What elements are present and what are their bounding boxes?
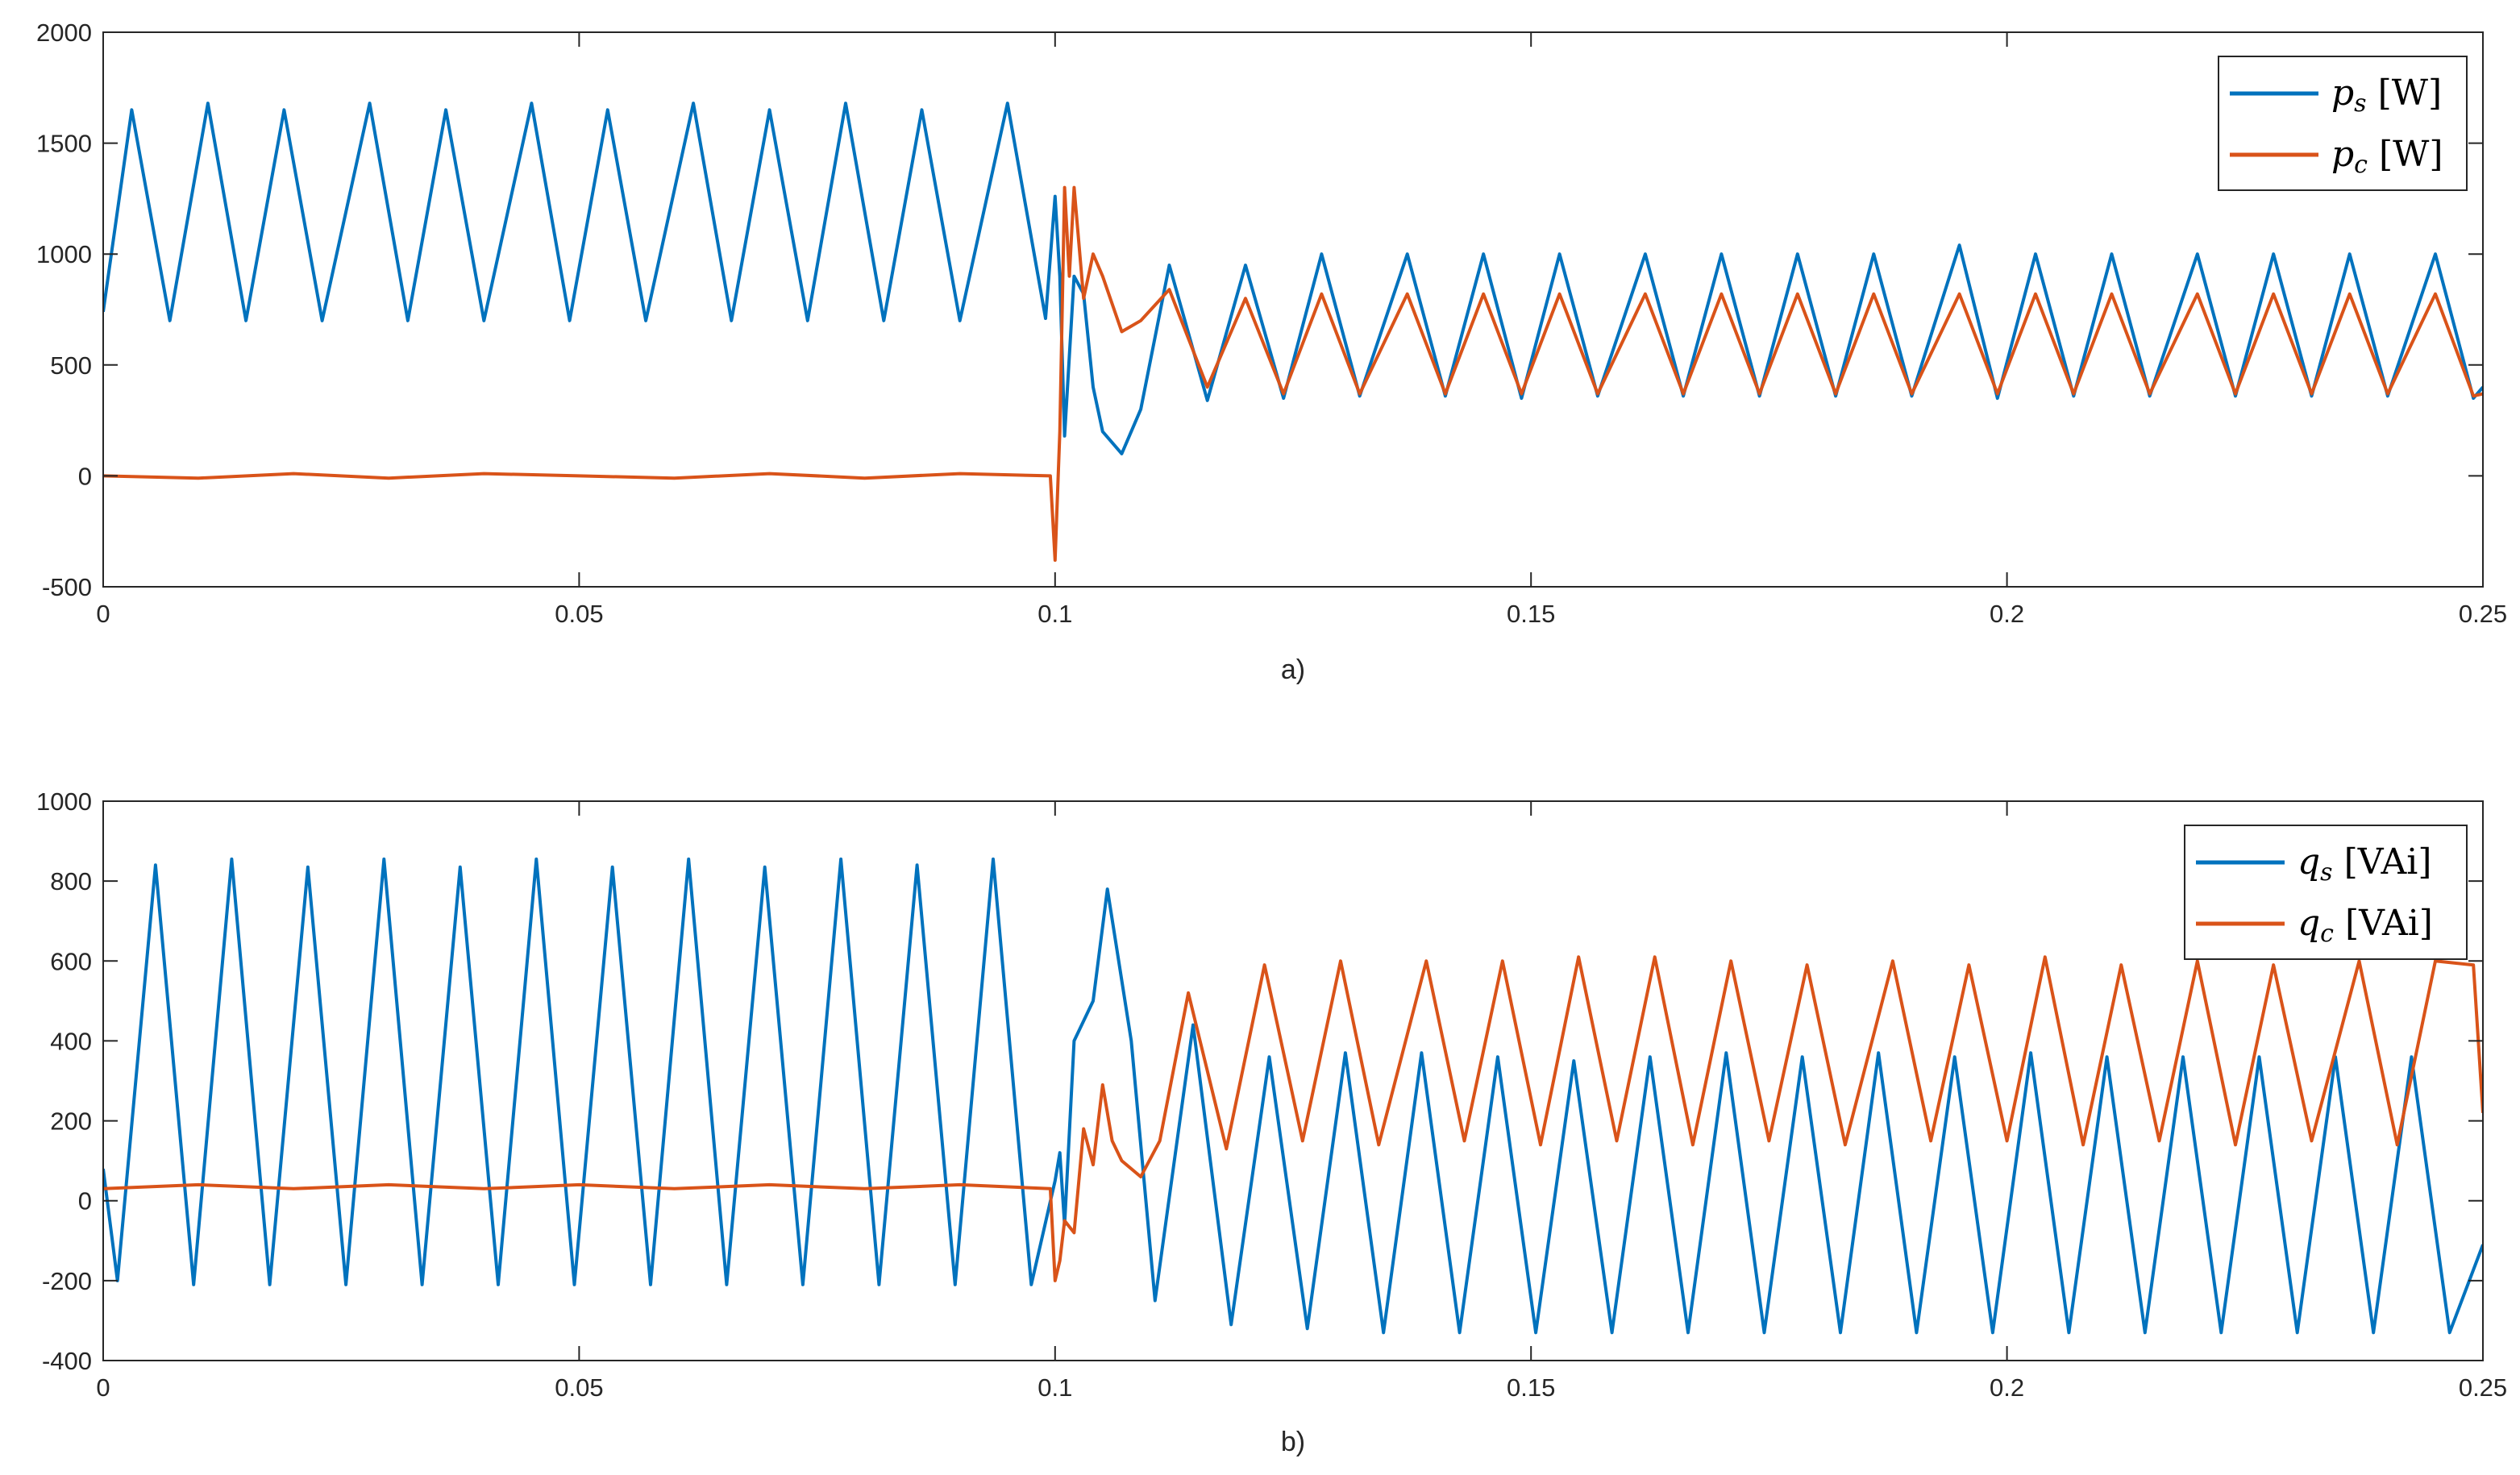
x-tick-label: 0.15 [1507, 1373, 1555, 1402]
y-tick-label: 500 [50, 351, 92, 380]
chart-caption: a) [1281, 654, 1305, 685]
x-tick-label: 0 [96, 1373, 110, 1402]
legend: ps [W] pc [W] [2218, 56, 2468, 191]
legend-box [2218, 56, 2468, 191]
legend: qs [VAi] qc [VAi] [2184, 825, 2468, 960]
x-tick-label: 0.05 [555, 600, 603, 628]
legend-label-s: ps [W] [2331, 73, 2442, 118]
y-tick-label: 1500 [36, 130, 92, 158]
chart-b: 0 0.05 0.1 0.15 0.2 0.25 -400 -200 0 200 400 600 800… [36, 787, 2507, 1457]
y-tick-label: -500 [42, 573, 92, 601]
series-line-s [103, 857, 2483, 1335]
x-tick-label: 0.2 [1990, 600, 2024, 628]
y-tick-label: 200 [50, 1107, 92, 1136]
legend-box [2184, 825, 2468, 960]
series-line-c [103, 185, 2483, 562]
y-tick-label: 0 [78, 462, 92, 490]
x-tick-label: 0 [96, 600, 110, 628]
x-tick-label: 0.25 [2459, 1373, 2507, 1402]
y-tick-label: -400 [42, 1347, 92, 1375]
chart-caption: b) [1281, 1427, 1305, 1457]
x-tick-label: 0.1 [1038, 1373, 1072, 1402]
x-tick-label: 0.1 [1038, 600, 1072, 628]
y-tick-label: -200 [42, 1267, 92, 1295]
legend-label-c: qc [VAi] [2298, 903, 2433, 948]
x-tick-label: 0.2 [1990, 1373, 2024, 1402]
y-tick-label: 1000 [36, 240, 92, 268]
legend-label-s: qs [VAi] [2298, 841, 2432, 887]
chart-a: 0 0.05 0.1 0.15 0.2 0.25-5000500100015002000a… [36, 19, 2507, 685]
y-tick-label: 400 [50, 1027, 92, 1055]
plot-area [103, 102, 2483, 562]
y-tick-label: 1000 [36, 787, 92, 816]
axes-box [102, 800, 2484, 1361]
y-tick-label: 800 [50, 867, 92, 895]
x-tick-label: 0.05 [555, 1373, 603, 1402]
y-tick-label: 2000 [36, 19, 92, 47]
axes-box [102, 31, 2484, 588]
series-line-c [103, 955, 2483, 1282]
x-tick-label: 0.25 [2459, 600, 2507, 628]
series-line-s [103, 102, 2483, 455]
legend-label-c: pc [W] [2331, 134, 2443, 179]
plot-area [103, 857, 2483, 1335]
y-tick-label: 0 [78, 1187, 92, 1215]
x-tick-label: 0.15 [1507, 600, 1555, 628]
y-tick-label: 600 [50, 947, 92, 975]
